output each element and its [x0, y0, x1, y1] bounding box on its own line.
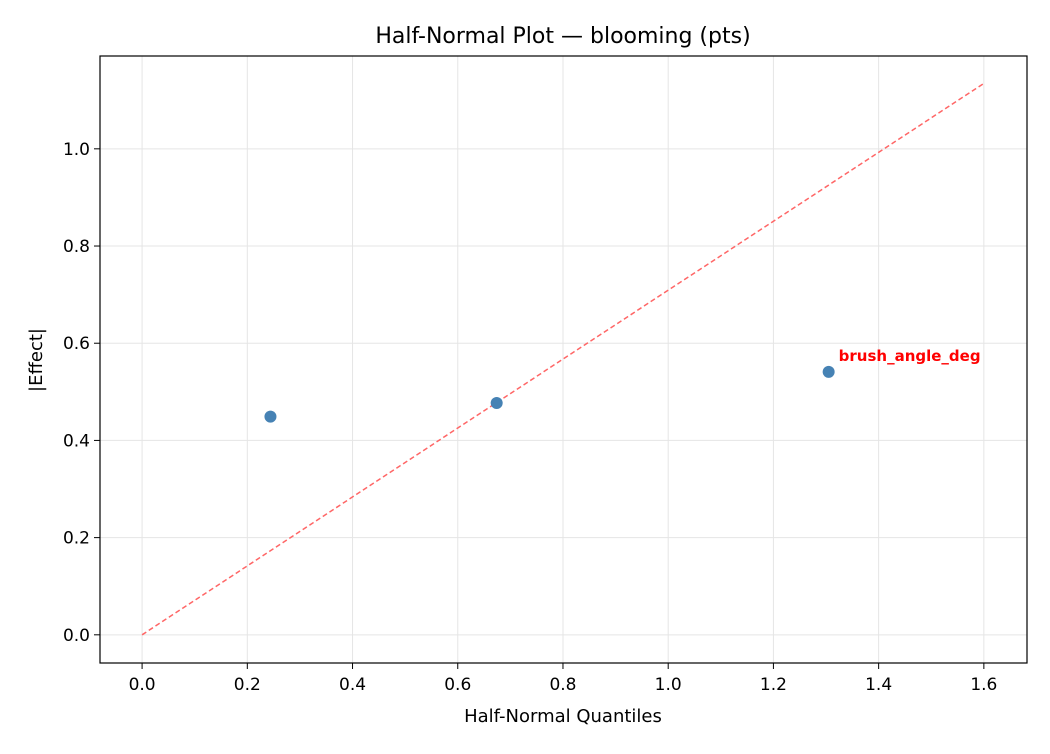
- point-annotation: brush_angle_deg: [839, 347, 981, 365]
- y-tick-label: 0.0: [63, 626, 90, 646]
- y-tick-label: 0.4: [63, 431, 90, 451]
- data-point: [822, 365, 835, 378]
- y-tick-label: 1.0: [63, 140, 90, 160]
- x-tick-label: 0.8: [549, 675, 576, 695]
- x-tick-label: 1.2: [760, 675, 787, 695]
- x-tick-label: 1.4: [865, 675, 892, 695]
- x-axis-label: Half-Normal Quantiles: [464, 706, 662, 727]
- data-point: [490, 396, 503, 409]
- x-tick-label: 0.6: [444, 675, 471, 695]
- x-tick-label: 0.4: [339, 675, 366, 695]
- chart-title: Half-Normal Plot — blooming (pts): [375, 24, 750, 49]
- x-tick-label: 1.0: [655, 675, 682, 695]
- x-tick-label: 1.6: [970, 675, 997, 695]
- y-tick-label: 0.6: [63, 334, 90, 354]
- x-tick-label: 0.0: [129, 675, 156, 695]
- plot-frame: [99, 55, 1028, 664]
- y-tick-label: 0.2: [63, 529, 90, 549]
- y-tick-label: 0.8: [63, 237, 90, 257]
- data-point: [264, 410, 277, 423]
- x-tick-label: 0.2: [234, 675, 261, 695]
- y-axis-label: |Effect|: [26, 328, 47, 392]
